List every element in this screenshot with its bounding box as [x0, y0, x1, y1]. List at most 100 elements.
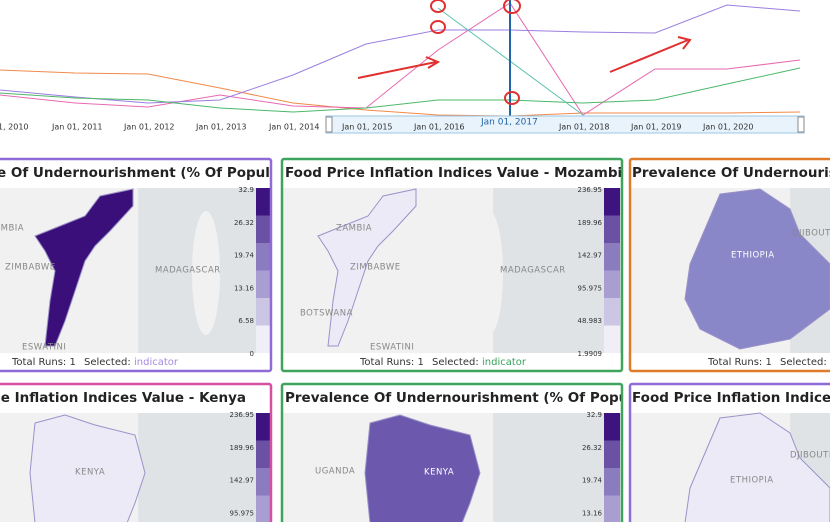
panel-border	[628, 157, 830, 373]
country-shape	[364, 414, 481, 522]
legend-swatch	[604, 468, 620, 496]
range-handle[interactable]	[325, 116, 333, 133]
legend-swatch	[256, 468, 272, 496]
legend-label: 236.95	[578, 186, 603, 194]
series-line	[0, 67, 801, 113]
legend-label: 95.975	[578, 284, 603, 292]
legend-swatch	[604, 325, 620, 353]
map-label: ETHIOPIA	[731, 251, 775, 261]
selected-value: indicator	[482, 357, 527, 368]
map-panel: KENYA Food Price Inflation Indices Value …	[0, 382, 273, 522]
map-island	[192, 211, 220, 335]
map-label: ESWATINI	[370, 343, 414, 353]
country-shape	[29, 414, 146, 522]
panel-title: Prevalence Of Undernourishment (% Of Pop…	[285, 390, 678, 406]
legend-swatch	[256, 413, 272, 441]
legend-swatch	[256, 215, 272, 243]
map-panel: ETHIOPIA DJIBOUTI Prevalence Of Undernouri…	[628, 157, 830, 373]
country-shape	[684, 188, 830, 350]
map-panel: UGANDA KENYA Prevalence Of Undernourishmen…	[280, 382, 678, 522]
legend-label: 236.95	[230, 411, 255, 419]
series-line	[0, 4, 801, 104]
annotation	[357, 0, 692, 105]
map-label: KENYA	[424, 468, 454, 478]
legend-label: 32.9	[238, 186, 254, 194]
legend-swatch	[604, 298, 620, 326]
legend-label: 189.96	[578, 219, 603, 227]
map-island	[475, 211, 503, 335]
legend-swatch	[604, 270, 620, 298]
date-label: Jan 01, 2011	[51, 123, 103, 132]
legend-label: 6.58	[238, 317, 254, 325]
legend-swatch	[604, 188, 620, 216]
map-label: ESWATINI	[22, 343, 66, 353]
date-label: Jan 01, 2013	[195, 123, 247, 132]
legend-swatch	[256, 298, 272, 326]
panel-border	[280, 157, 624, 373]
map-label: ZIMBABWE	[5, 263, 56, 273]
panel-title: Prevalence Of Undernourishment (% Of Pop…	[0, 165, 315, 181]
legend-swatch	[256, 188, 272, 216]
legend-label: 1.9909	[578, 350, 603, 358]
selected-value: indicator	[134, 357, 179, 368]
map-label: KENYA	[75, 468, 105, 478]
legend-swatch	[256, 243, 272, 271]
map-label: MADAGASCAR	[500, 266, 566, 276]
legend-swatch	[256, 325, 272, 353]
panel-border	[628, 382, 830, 522]
map-panel: ZAMBIA ZIMBABWE MADAGASCAR ESWATINI Prevalen…	[0, 157, 315, 373]
map-label: ETHIOPIA	[730, 476, 774, 486]
legend-swatch	[604, 413, 620, 441]
legend-swatch	[604, 440, 620, 468]
legend-swatch	[256, 270, 272, 298]
legend-label: 26.32	[234, 219, 254, 227]
timeline-chart	[0, 0, 805, 134]
map-label: DJIBOUTI	[792, 229, 830, 239]
map-label: ZAMBIA	[0, 224, 24, 234]
legend-label: 13.16	[234, 284, 255, 292]
panel-border	[280, 382, 624, 522]
legend-label: 19.74	[234, 252, 255, 260]
map-label: ZIMBABWE	[350, 263, 401, 273]
legend-label: 142.97	[230, 477, 255, 485]
legend-label: 189.96	[230, 444, 255, 452]
panel-title: Food Price Inflation Indices Value - Eth…	[632, 390, 830, 406]
total-runs: Total Runs: 1	[707, 357, 772, 368]
panel-body: ETHIOPIA DJIBOUTI Prevalence Of Undernouri…	[629, 158, 830, 372]
panel-body: ZAMBIA ZIMBABWE MADAGASCAR BOTSWANA ESWATINI…	[281, 158, 651, 372]
map-label: UGANDA	[315, 467, 355, 477]
panel-title: Food Price Inflation Indices Value - Moz…	[285, 165, 651, 181]
date-label: Jan 01, 2015	[341, 123, 393, 132]
panel-body: KENYA Food Price Inflation Indices Value …	[0, 383, 272, 522]
legend-swatch	[604, 243, 620, 271]
legend-label: 19.74	[582, 477, 603, 485]
panel-title: Food Price Inflation Indices Value - Ken…	[0, 390, 246, 406]
country-shape	[684, 412, 830, 522]
map-label: DJIBOUTI	[790, 451, 830, 461]
legend-label: 13.16	[582, 509, 603, 517]
range-handle[interactable]	[797, 116, 805, 133]
legend-swatch	[256, 440, 272, 468]
legend-label: 0	[250, 350, 254, 358]
date-label: Jan 01, 2018	[558, 123, 610, 132]
date-label: Jan 01, 2010	[0, 123, 29, 132]
legend-swatch	[604, 495, 620, 522]
selected-label: Selected:	[84, 357, 131, 368]
panel-body: ZAMBIA ZIMBABWE MADAGASCAR ESWATINI Prevalen…	[0, 158, 315, 372]
date-label: Jan 01, 2012	[123, 123, 175, 132]
legend-label: 26.32	[582, 444, 602, 452]
map-label: ZAMBIA	[336, 224, 372, 234]
map-label: MADAGASCAR	[155, 266, 221, 276]
date-label: Jan 01, 2014	[268, 123, 320, 132]
legend-swatch	[604, 215, 620, 243]
selected-label: Selected:	[432, 357, 479, 368]
date-label: Jan 01, 2016	[413, 123, 465, 132]
map-panel: ZAMBIA ZIMBABWE MADAGASCAR BOTSWANA ESWATINI…	[280, 157, 651, 373]
legend-label: 32.9	[586, 411, 602, 419]
legend-label: 142.97	[578, 252, 603, 260]
total-runs: Total Runs: 1	[11, 357, 76, 368]
date-label: Jan 01, 2019	[630, 123, 682, 132]
selected-label: Selected:	[780, 357, 827, 368]
series-line	[0, 2, 801, 116]
